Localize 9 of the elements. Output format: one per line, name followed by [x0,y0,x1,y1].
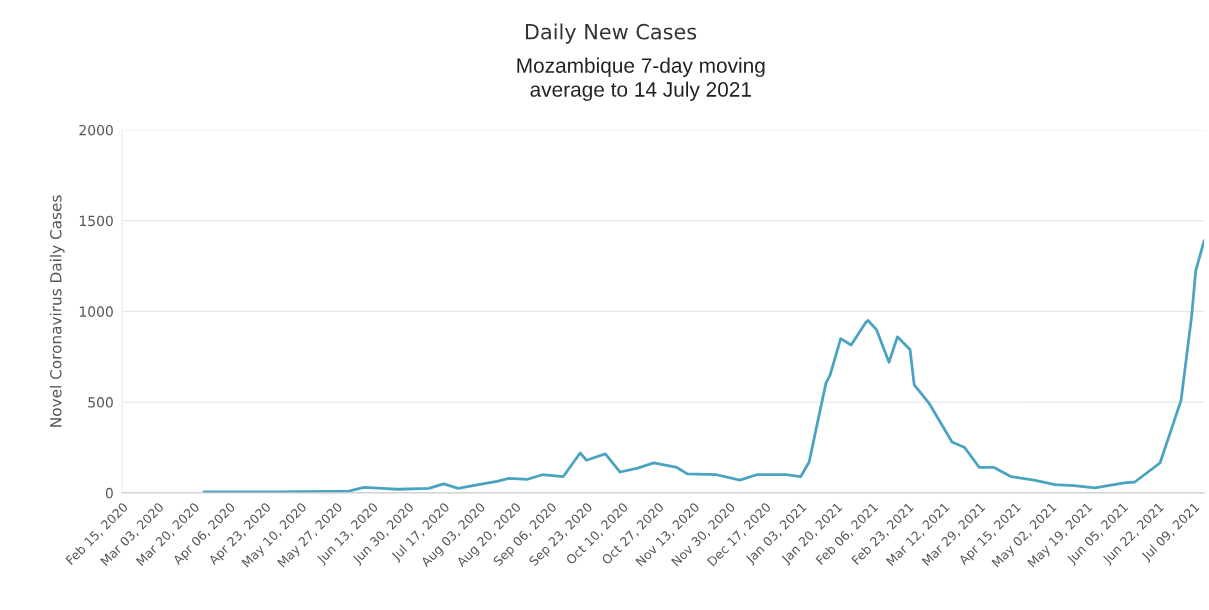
y-tick-label: 2000 [79,124,113,136]
chart-subtitle: Mozambique 7-day moving average to 14 July 2021 [517,57,765,101]
y-tick-label: 1000 [79,306,113,317]
y-tick-label: 1500 [79,215,113,227]
y-tick-label: 500 [88,397,113,408]
line-series [202,239,1205,493]
y-tick-label: 0 [105,487,113,499]
chart-title: Daily New Cases [525,23,697,44]
y-axis-title: Novel Coronavirus Daily Cases [49,195,65,427]
